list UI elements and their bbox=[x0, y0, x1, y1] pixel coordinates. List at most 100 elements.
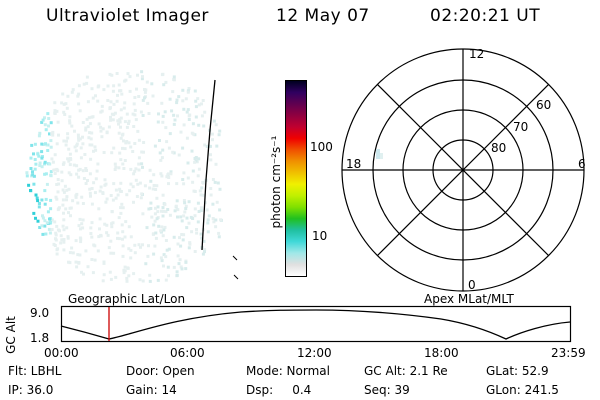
uv-pixel bbox=[176, 242, 180, 246]
uv-pixel bbox=[88, 172, 92, 176]
uv-pixel bbox=[81, 226, 85, 230]
uv-pixel bbox=[62, 139, 66, 143]
uv-pixel bbox=[51, 130, 55, 134]
uv-pixel bbox=[86, 179, 89, 182]
uv-pixel bbox=[133, 251, 137, 255]
uv-pixel bbox=[53, 220, 57, 224]
uv-pixel bbox=[165, 175, 169, 179]
uv-pixel bbox=[55, 224, 59, 228]
uv-pixel bbox=[88, 191, 92, 195]
info-mode: Mode: Normal bbox=[246, 364, 330, 378]
uv-pixel bbox=[25, 171, 29, 175]
uv-pixel bbox=[179, 244, 183, 248]
uv-pixel bbox=[62, 238, 66, 241]
uv-pixel bbox=[29, 156, 33, 160]
uv-pixel bbox=[48, 162, 52, 166]
uv-pixel bbox=[190, 230, 194, 234]
uv-pixel bbox=[110, 210, 114, 214]
uv-pixel bbox=[115, 72, 119, 75]
uv-pixel bbox=[77, 175, 81, 179]
uv-pixel bbox=[59, 234, 63, 238]
uv-pixel bbox=[31, 173, 35, 177]
uv-pixel bbox=[181, 238, 185, 242]
uv-pixel bbox=[65, 198, 68, 202]
uv-pixel bbox=[109, 239, 113, 243]
uv-pixel bbox=[148, 273, 152, 277]
uv-pixel bbox=[40, 224, 44, 228]
uv-pixel bbox=[83, 153, 87, 156]
uv-pixel bbox=[156, 120, 160, 124]
uv-pixel bbox=[58, 229, 61, 233]
uv-pixel bbox=[218, 129, 222, 133]
uv-pixel bbox=[53, 172, 57, 175]
uv-pixel bbox=[66, 157, 70, 161]
uv-pixel bbox=[38, 161, 42, 165]
uv-pixel bbox=[34, 193, 38, 197]
uv-pixel bbox=[165, 248, 169, 252]
apex-caption: Apex MLat/MLT bbox=[424, 292, 514, 306]
uv-pixel bbox=[74, 260, 78, 264]
uv-pixel bbox=[110, 151, 114, 155]
info-dsp: Dsp: 0.4 bbox=[246, 383, 312, 397]
uv-pixel bbox=[126, 266, 130, 270]
uv-pixel bbox=[112, 182, 116, 186]
uv-pixel bbox=[156, 278, 160, 282]
uv-pixel bbox=[141, 165, 144, 169]
uv-pixel bbox=[89, 157, 93, 161]
uv-pixel bbox=[29, 189, 32, 192]
uv-pixel bbox=[210, 132, 214, 136]
uv-pixel bbox=[94, 148, 98, 152]
uv-pixel bbox=[209, 193, 213, 197]
uv-pixel bbox=[206, 218, 210, 222]
uv-pixel bbox=[162, 264, 165, 268]
uv-pixel bbox=[194, 156, 198, 159]
uv-pixel bbox=[82, 82, 86, 86]
uv-pixel bbox=[120, 223, 124, 227]
uv-pixel bbox=[199, 206, 203, 210]
uv-pixel bbox=[110, 73, 114, 77]
time-label: 02:20:21 UT bbox=[430, 6, 541, 26]
uv-pixel bbox=[62, 110, 66, 114]
uv-pixel bbox=[151, 232, 155, 236]
uv-pixel bbox=[106, 233, 110, 237]
uv-pixel bbox=[172, 113, 176, 117]
uv-pixel bbox=[109, 194, 113, 197]
uv-pixel bbox=[164, 80, 168, 84]
gc-alt-axis-label: GC Alt bbox=[4, 316, 18, 354]
uv-pixel bbox=[122, 271, 126, 275]
uv-pixel bbox=[203, 250, 206, 254]
uv-pixel bbox=[137, 156, 141, 160]
uv-pixel bbox=[65, 226, 69, 230]
uv-pixel bbox=[90, 143, 94, 147]
uv-pixel bbox=[137, 95, 141, 98]
uv-pixel bbox=[167, 172, 170, 176]
uv-pixel bbox=[123, 101, 127, 105]
uv-pixel bbox=[125, 193, 129, 197]
uv-pixel bbox=[139, 245, 142, 249]
uv-pixel bbox=[160, 225, 164, 229]
uv-pixel bbox=[90, 115, 94, 119]
uv-pixel bbox=[46, 210, 50, 214]
uv-pixel bbox=[176, 215, 179, 219]
uv-pixel bbox=[145, 80, 149, 84]
uv-pixel bbox=[132, 172, 136, 176]
uv-pixel bbox=[111, 221, 115, 225]
uv-pixel bbox=[77, 84, 81, 88]
uv-pixel bbox=[139, 110, 143, 114]
uv-pixel bbox=[25, 174, 29, 178]
uv-pixel bbox=[116, 231, 120, 235]
uv-pixel bbox=[68, 121, 72, 125]
uv-pixel bbox=[147, 244, 150, 248]
uv-pixel bbox=[61, 162, 65, 166]
uv-pixel bbox=[118, 151, 122, 155]
uv-pixel bbox=[127, 122, 130, 125]
uv-pixel bbox=[68, 119, 72, 123]
uv-pixel bbox=[56, 120, 60, 124]
uv-pixel bbox=[218, 187, 222, 191]
uv-pixel bbox=[217, 133, 221, 137]
uv-pixel bbox=[135, 87, 138, 91]
uv-pixel bbox=[209, 187, 213, 190]
uv-pixel bbox=[45, 143, 49, 147]
uv-pixel bbox=[119, 116, 123, 120]
uv-pixel bbox=[160, 259, 164, 263]
